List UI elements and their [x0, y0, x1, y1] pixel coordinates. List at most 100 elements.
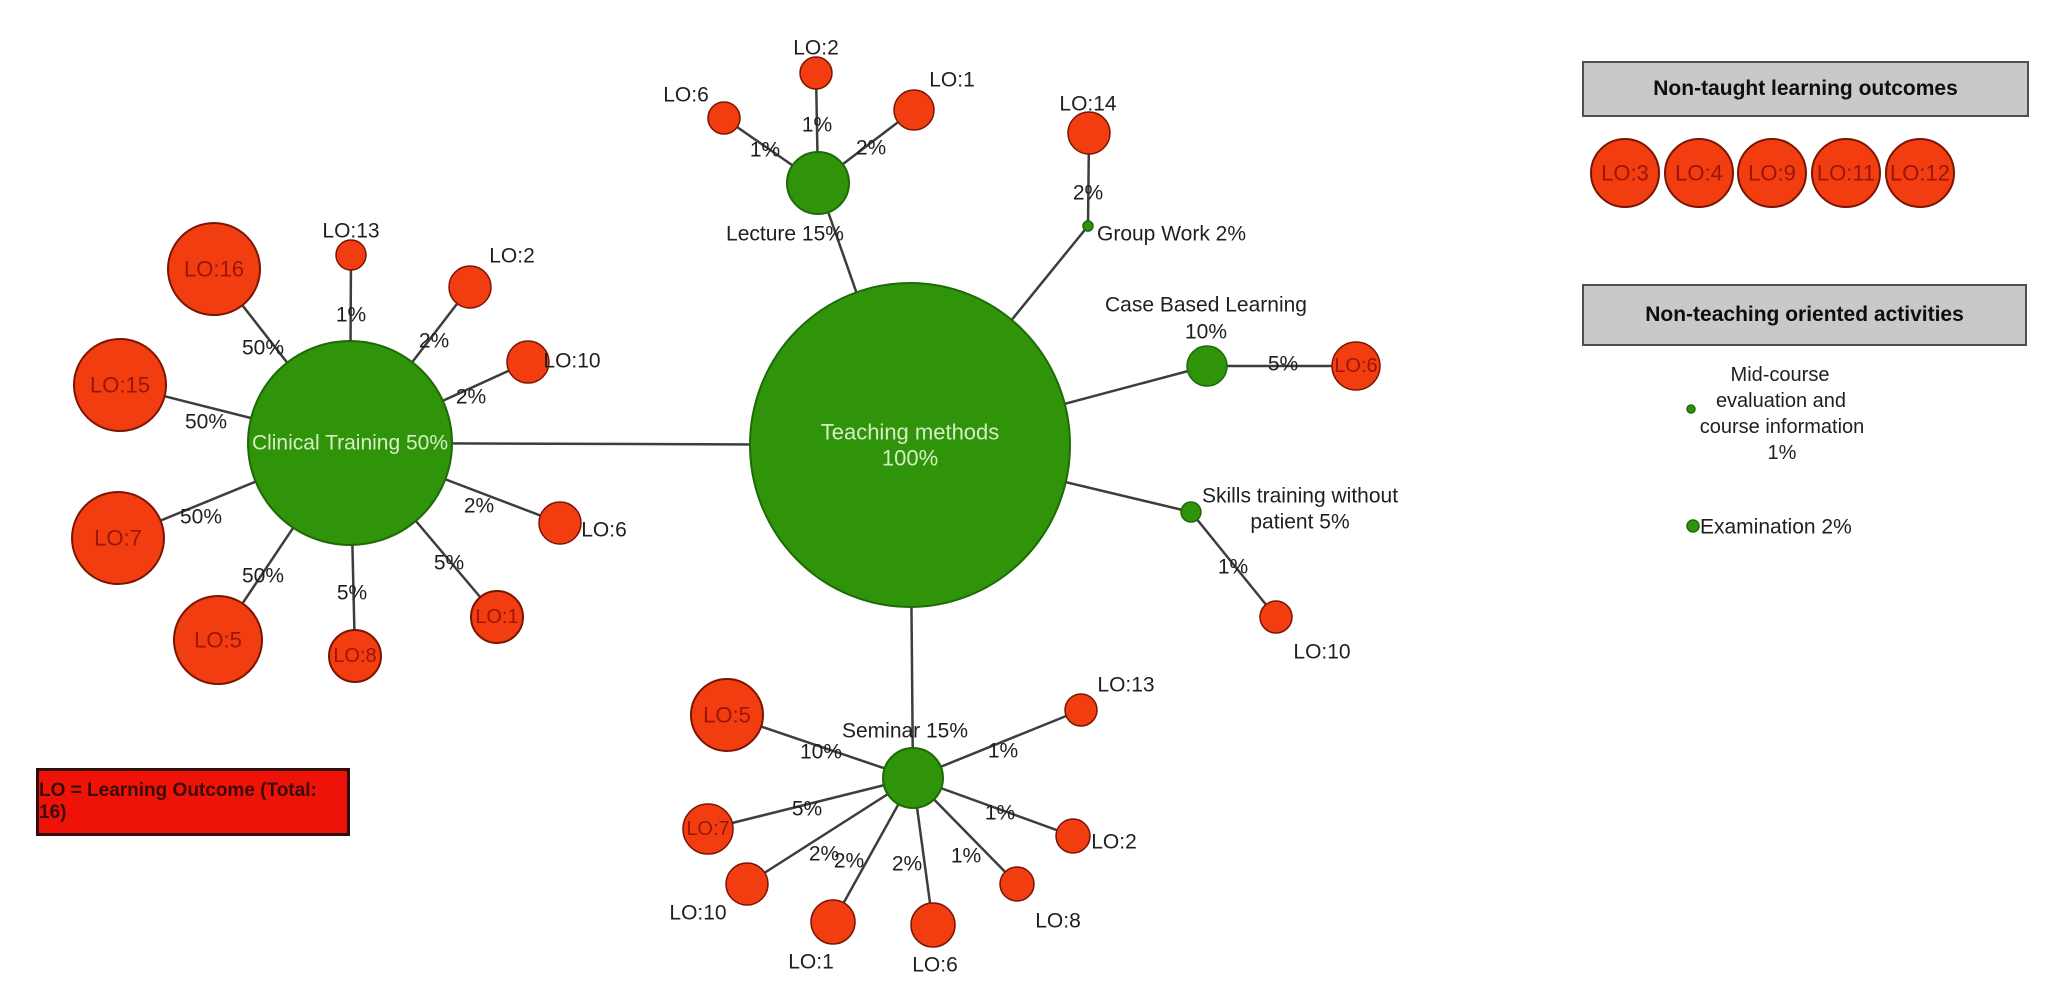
- node-seminar-lo1: [810, 899, 856, 945]
- node-lecture-lo1: [893, 89, 935, 131]
- node-nontaught-lo12-label: LO:12: [1890, 161, 1950, 186]
- label-seminar: Seminar 15%: [842, 720, 968, 743]
- node-skills-dot: [1180, 501, 1202, 523]
- node-nontaught-lo4: [1664, 138, 1734, 208]
- label-clinical-lo10: LO:10: [543, 350, 600, 373]
- label-seminar-lo13-pct: 1%: [988, 740, 1018, 763]
- node-cbl-lo6-label: LO:6: [1334, 355, 1377, 377]
- node-lecture: [786, 151, 850, 215]
- non-taught-header: Non-taught learning outcomes: [1582, 61, 2029, 117]
- non-teaching-title: Non-teaching oriented activities: [1645, 303, 1964, 326]
- label-clinical-lo7-pct: 50%: [180, 506, 222, 529]
- label-midcourse-line2: evaluation and: [1716, 390, 1846, 412]
- label-seminar-lo1: LO:1: [788, 951, 834, 974]
- label-groupwork-lo14: LO:14: [1059, 93, 1117, 116]
- label-seminar-lo2: LO:2: [1091, 831, 1137, 854]
- node-clinical-lo16-label: LO:16: [184, 257, 244, 282]
- node-clinical-lo6: [538, 501, 582, 545]
- node-teaching-methods: [749, 282, 1071, 608]
- node-seminar-lo8: [999, 866, 1035, 902]
- node-seminar-lo6: [910, 902, 956, 948]
- node-clinical-lo5-label: LO:5: [194, 628, 242, 653]
- label-clinical-lo6-pct: 2%: [464, 495, 494, 518]
- label-seminar-lo5-pct: 10%: [800, 741, 842, 764]
- non-teaching-header: Non-teaching oriented activities: [1582, 284, 2027, 346]
- label-cbl-line2: 10%: [1185, 321, 1227, 344]
- label-seminar-lo10-pct: 2%: [809, 843, 839, 866]
- node-clinical-lo7-label: LO:7: [94, 526, 142, 551]
- node-clinical-lo13: [335, 239, 367, 271]
- node-clinical-lo1: [470, 590, 524, 644]
- node-clinical-lo2: [448, 265, 492, 309]
- label-clinical-lo5-pct: 50%: [242, 565, 284, 588]
- label-seminar-lo6: LO:6: [912, 954, 958, 977]
- label-seminar-lo8-pct: 1%: [951, 845, 981, 868]
- label-lecture-lo6-pct: 1%: [750, 139, 780, 162]
- label-clinical-lo2: LO:2: [489, 245, 535, 268]
- label-midcourse-line3: course information: [1700, 416, 1865, 438]
- label-seminar-lo2-pct: 1%: [985, 802, 1015, 825]
- node-seminar-lo5: [690, 678, 764, 752]
- node-nontaught-lo9-label: LO:9: [1748, 161, 1796, 186]
- node-groupwork-lo14: [1067, 111, 1111, 155]
- label-clinical-lo10-pct: 2%: [456, 386, 486, 409]
- label-lecture: Lecture 15%: [726, 223, 844, 246]
- label-group-work: Group Work 2%: [1097, 223, 1246, 246]
- node-nontaught-lo12: [1885, 138, 1955, 208]
- node-clinical-training: [247, 340, 453, 546]
- node-lecture-lo2: [799, 56, 833, 90]
- label-seminar-lo1-pct: 2%: [834, 850, 864, 873]
- label-skills-lo10-pct: 1%: [1218, 556, 1248, 579]
- node-clinical-lo15: [73, 338, 167, 432]
- label-lecture-lo6: LO:6: [663, 84, 709, 107]
- node-seminar-lo7-label: LO:7: [686, 818, 729, 840]
- node-nontaught-lo3: [1590, 138, 1660, 208]
- node-clinical-lo8-label: LO:8: [333, 645, 376, 667]
- node-teaching-methods-label: Teaching methods: [821, 420, 1000, 445]
- node-clinical-lo15-label: LO:15: [90, 373, 150, 398]
- label-seminar-lo6-pct: 2%: [892, 853, 922, 876]
- label-skills-line1: Skills training without: [1202, 485, 1398, 508]
- label-seminar-lo13: LO:13: [1097, 674, 1154, 697]
- label-clinical-lo1-pct: 5%: [434, 552, 464, 575]
- label-clinical-lo13: LO:13: [322, 220, 379, 243]
- label-midcourse-line1: Mid-course: [1731, 364, 1830, 386]
- label-seminar-lo8: LO:8: [1035, 910, 1081, 933]
- label-cbl-lo6-pct: 5%: [1268, 353, 1298, 376]
- node-case-based-learning: [1186, 345, 1228, 387]
- node-clinical-lo8: [328, 629, 382, 683]
- node-seminar-lo13: [1064, 693, 1098, 727]
- node-nontaught-lo11-label: LO:11: [1817, 161, 1875, 186]
- node-skills-lo10: [1259, 600, 1293, 634]
- node-cbl-lo6: [1331, 341, 1381, 391]
- legend-text: LO = Learning Outcome (Total: 16): [39, 780, 317, 823]
- node-nontaught-lo4-label: LO:4: [1675, 161, 1723, 186]
- node-lecture-lo6: [707, 101, 741, 135]
- node-nontaught-lo11: [1811, 138, 1881, 208]
- node-seminar-lo5-label: LO:5: [703, 703, 751, 728]
- label-lecture-lo2-pct: 1%: [802, 114, 832, 137]
- node-clinical-lo5: [173, 595, 263, 685]
- label-lecture-lo2: LO:2: [793, 37, 839, 60]
- node-clinical-lo7: [71, 491, 165, 585]
- non-taught-title: Non-taught learning outcomes: [1653, 77, 1958, 100]
- label-lecture-lo1-pct: 2%: [856, 137, 886, 160]
- label-clinical-lo13-pct: 1%: [336, 304, 366, 327]
- label-groupwork-lo14-pct: 2%: [1073, 182, 1103, 205]
- edge-skills-lo10: [1190, 511, 1277, 618]
- label-clinical-lo8-pct: 5%: [337, 582, 367, 605]
- node-clinical-lo10: [506, 340, 550, 384]
- label-seminar-lo7-pct: 5%: [792, 798, 822, 821]
- label-lecture-lo1: LO:1: [929, 69, 975, 92]
- node-examination-dot: [1686, 519, 1700, 533]
- label-skills-line2: patient 5%: [1250, 511, 1349, 534]
- label-clinical-lo15-pct: 50%: [185, 411, 227, 434]
- label-clinical-lo16-pct: 50%: [242, 337, 284, 360]
- node-seminar-lo10: [725, 862, 769, 906]
- label-clinical-lo2-pct: 2%: [419, 330, 449, 353]
- label-midcourse-line4: 1%: [1768, 442, 1797, 464]
- node-group-work-dot: [1082, 220, 1094, 232]
- node-nontaught-lo9: [1737, 138, 1807, 208]
